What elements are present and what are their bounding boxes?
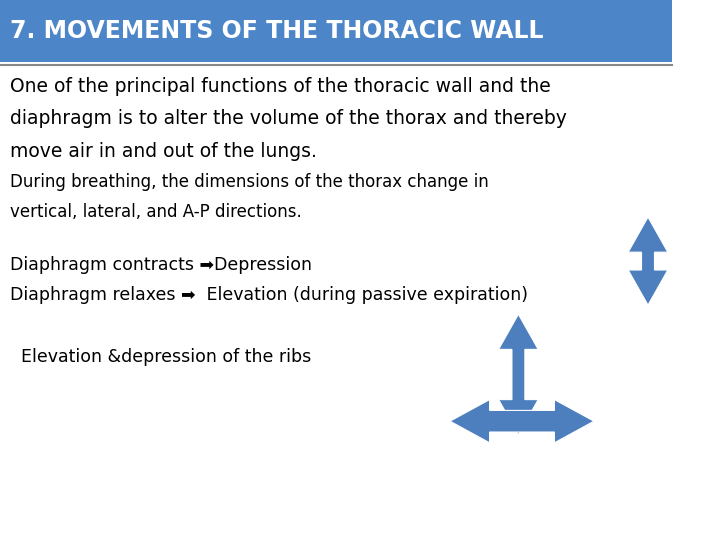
Text: diaphragm is to alter the volume of the thorax and thereby: diaphragm is to alter the volume of the … [10,109,567,129]
Text: vertical, lateral, and A-P directions.: vertical, lateral, and A-P directions. [10,203,302,221]
Text: One of the principal functions of the thoracic wall and the: One of the principal functions of the th… [10,77,551,96]
Text: move air in and out of the lungs.: move air in and out of the lungs. [10,141,317,161]
Polygon shape [450,400,594,443]
Polygon shape [498,314,538,435]
Text: During breathing, the dimensions of the thorax change in: During breathing, the dimensions of the … [10,173,489,191]
Text: Diaphragm contracts ➡Depression: Diaphragm contracts ➡Depression [10,255,312,274]
Text: 7. MOVEMENTS OF THE THORACIC WALL: 7. MOVEMENTS OF THE THORACIC WALL [10,19,544,43]
Text: Diaphragm relaxes ➡  Elevation (during passive expiration): Diaphragm relaxes ➡ Elevation (during pa… [10,286,528,304]
Text: Elevation &depression of the ribs: Elevation &depression of the ribs [10,348,311,367]
Polygon shape [628,217,668,305]
FancyBboxPatch shape [0,0,672,62]
